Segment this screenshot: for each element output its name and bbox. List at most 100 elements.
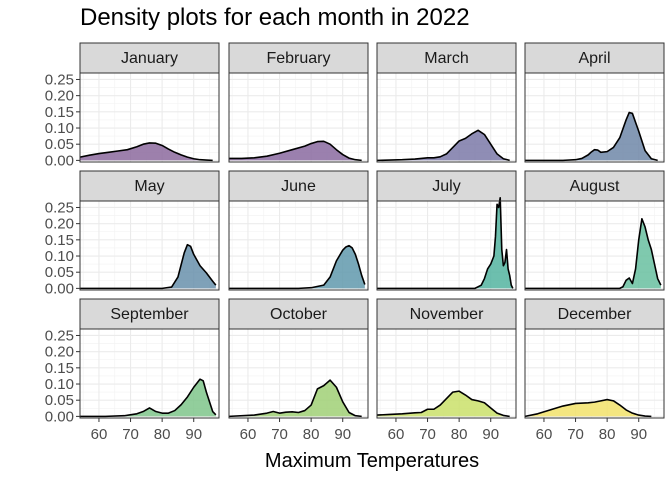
y-tick-label: 0.20: [45, 344, 74, 361]
density-area: [229, 141, 362, 161]
density-line: [524, 398, 652, 418]
density-line: [229, 244, 366, 290]
x-tick-label: 90: [482, 426, 499, 443]
y-tick-label: 0.05: [45, 264, 74, 281]
x-tick-label: 70: [122, 426, 139, 443]
panel-border: [228, 328, 369, 419]
y-tick-label: 0.20: [45, 88, 74, 105]
panel-background: [229, 329, 368, 418]
x-axis-title: Maximum Temperatures: [264, 450, 480, 472]
x-tick-label: 80: [303, 426, 320, 443]
facet-strip-label: December: [558, 306, 632, 323]
panel-border: [228, 72, 369, 163]
density-area: [80, 244, 216, 289]
x-tick-label: 80: [599, 426, 616, 443]
facet-panel-november: November 60 70 80 90: [376, 298, 517, 443]
facet-strip-label: March: [424, 50, 468, 67]
density-line: [79, 142, 213, 162]
facet-strip-label: August: [570, 178, 620, 195]
facet-strip-label: October: [270, 306, 328, 323]
facet-panel-february: February: [228, 42, 369, 163]
y-tick-label: 0.25: [45, 327, 74, 344]
density-line: [376, 390, 510, 418]
x-tick-label: 60: [240, 426, 257, 443]
x-tick-label: 70: [419, 426, 436, 443]
facet-strip: [376, 170, 517, 202]
facet-strip: [228, 298, 369, 330]
facet-panel-january: January 0.000.050.100.150.200.25: [45, 42, 220, 169]
density-line: [525, 111, 658, 162]
y-tick-label: 0.15: [45, 360, 74, 377]
y-tick-label: 0.10: [45, 248, 74, 265]
density-area: [525, 218, 661, 289]
facet-strip-label: April: [578, 50, 610, 67]
density-area: [229, 245, 365, 289]
y-tick-label: 0.10: [45, 376, 74, 393]
facet-strip-label: January: [121, 50, 178, 67]
density-area: [80, 142, 213, 161]
density-line: [377, 196, 514, 290]
facet-strip-label: July: [432, 178, 460, 195]
gridlines: [80, 73, 219, 162]
density-line: [228, 379, 362, 418]
facet-panel-june: June: [228, 170, 369, 291]
density-line: [80, 243, 217, 290]
facet-panel-august: August: [524, 170, 665, 291]
facet-strip: [228, 42, 369, 74]
panel-border: [79, 200, 220, 291]
density-area: [80, 379, 216, 417]
panel-border: [79, 72, 220, 163]
x-tick-label: 60: [388, 426, 405, 443]
facet-panel-march: March: [376, 42, 517, 163]
facet-strip-label: February: [266, 50, 330, 67]
x-tick-label: 70: [271, 426, 288, 443]
facet-strip-label: November: [410, 306, 484, 323]
y-tick-label: 0.25: [45, 71, 74, 88]
panel-border: [524, 328, 665, 419]
facet-strip: [524, 42, 665, 74]
y-tick-label: 0.05: [45, 136, 74, 153]
y-tick-label: 0.05: [45, 392, 74, 409]
facet-strip-label: September: [110, 306, 189, 323]
panel-border: [524, 72, 665, 163]
facet-strip: [79, 42, 220, 74]
density-line: [80, 378, 217, 418]
x-tick-label: 90: [185, 426, 202, 443]
y-tick-label: 0.20: [45, 216, 74, 233]
y-tick-label: 0.00: [45, 408, 74, 425]
x-tick-label: 90: [630, 426, 647, 443]
panel-border: [524, 200, 665, 291]
density-area: [377, 130, 510, 161]
panel-background: [377, 73, 516, 162]
panel-border: [376, 72, 517, 163]
density-area: [229, 380, 362, 417]
y-tick-label: 0.00: [45, 152, 74, 169]
y-tick-label: 0.15: [45, 232, 74, 249]
facet-strip: [376, 298, 517, 330]
facet-strip-label: May: [134, 178, 164, 195]
panel-border: [79, 328, 220, 419]
panel-border: [376, 328, 517, 419]
facet-strip: [79, 298, 220, 330]
y-tick-label: 0.00: [45, 280, 74, 297]
facet-panel-april: April: [524, 42, 665, 163]
facet-strip-label: June: [281, 178, 316, 195]
facet-strip: [79, 170, 220, 202]
y-tick-label: 0.10: [45, 120, 74, 137]
panel-border: [228, 200, 369, 291]
x-tick-label: 80: [451, 426, 468, 443]
facet-panel-december: December 60 70 80 90: [524, 298, 665, 443]
density-line: [229, 140, 362, 162]
x-tick-label: 60: [91, 426, 108, 443]
panel-border: [376, 200, 517, 291]
facet-panel-october: October 60 70 80 90: [228, 298, 369, 443]
chart-title: Density plots for each month in 2022: [80, 4, 470, 31]
x-tick-label: 60: [536, 426, 553, 443]
density-area: [525, 399, 652, 417]
y-tick-label: 0.15: [45, 104, 74, 121]
y-tick-label: 0.25: [45, 199, 74, 216]
x-tick-label: 70: [567, 426, 584, 443]
facet-panel-july: July: [376, 170, 517, 291]
facet-panel-september: September 0.000.050.100.150.200.25 60 70 80 9…: [45, 298, 220, 443]
